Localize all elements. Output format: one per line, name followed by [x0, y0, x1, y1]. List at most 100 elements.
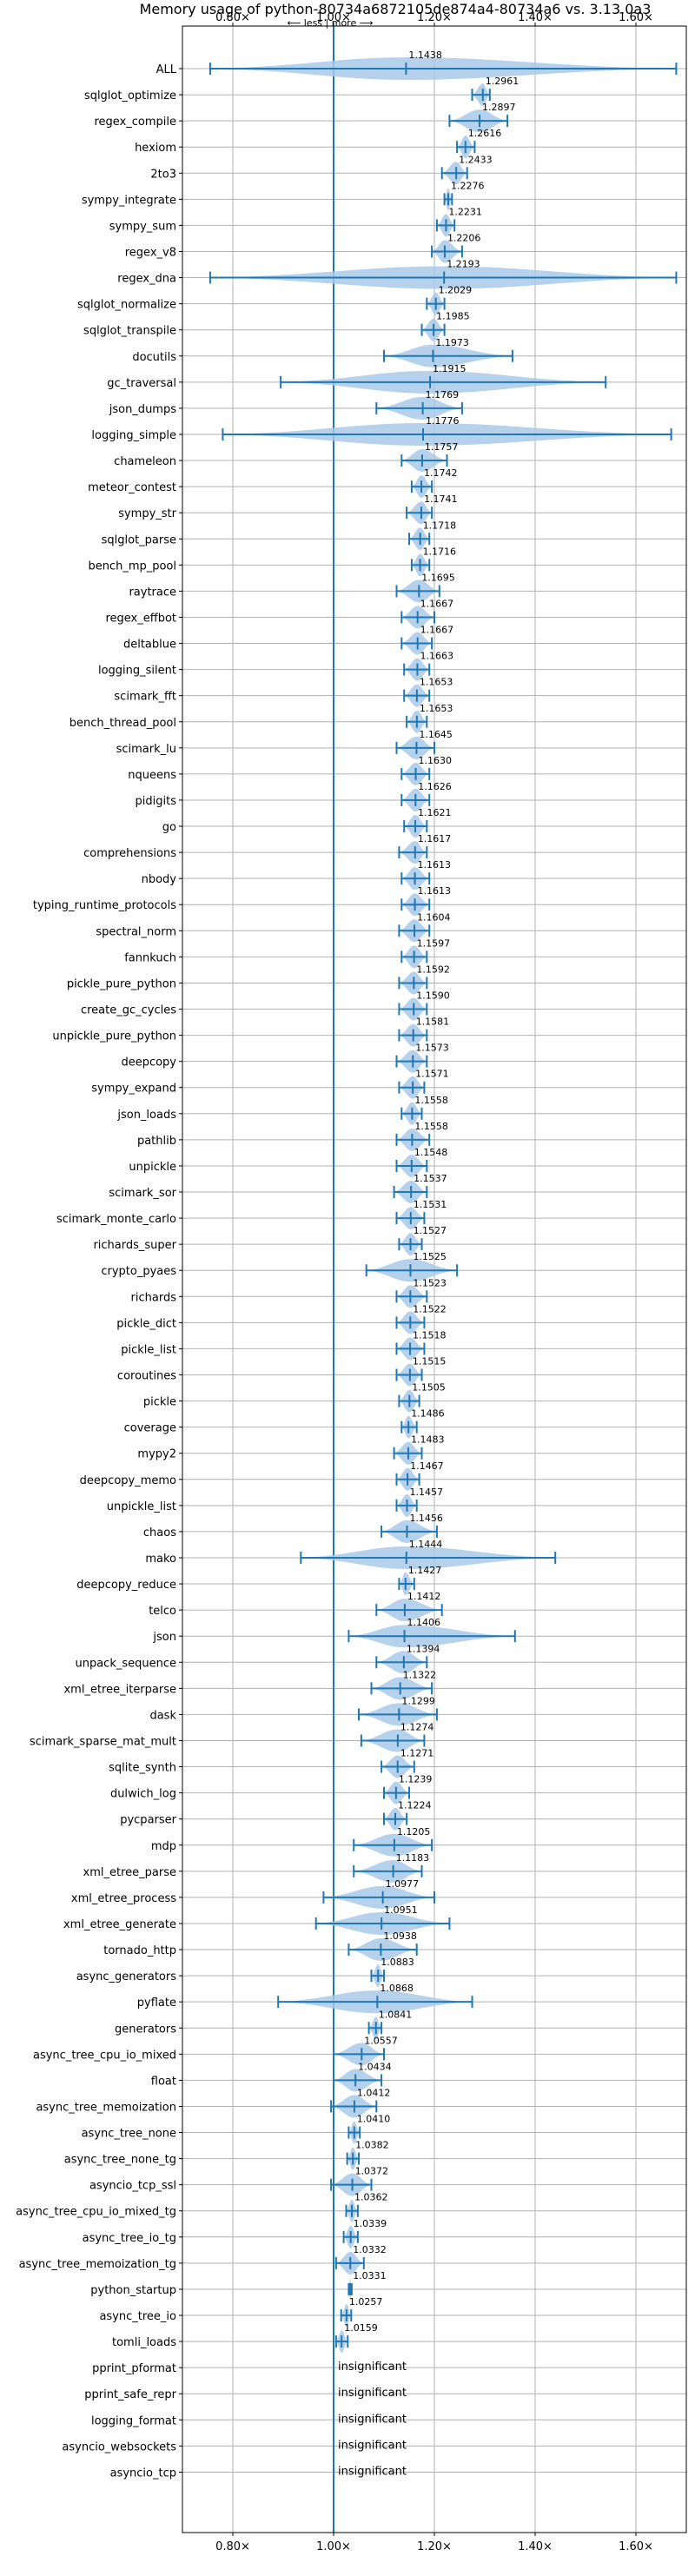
benchmark-name: raytrace: [129, 586, 176, 599]
value-label: 1.1438: [408, 50, 442, 61]
value-label: 1.1523: [413, 1277, 446, 1288]
benchmark-name: unpack_sequence: [75, 1657, 176, 1670]
benchmark-name: scimark_fft: [114, 691, 176, 704]
value-label: 1.0883: [381, 1957, 414, 1968]
value-label: 1.1613: [418, 885, 451, 897]
value-label: 1.1394: [407, 1643, 440, 1654]
benchmark-name: xml_etree_generate: [63, 1918, 176, 1931]
value-label: 1.0410: [357, 2114, 391, 2125]
value-label: 1.1630: [419, 755, 453, 766]
benchmark-name: regex_v8: [125, 246, 176, 259]
value-label: 1.1548: [414, 1147, 448, 1158]
benchmark-name: logging_silent: [98, 665, 176, 678]
benchmark-name: json: [152, 1631, 176, 1644]
benchmark-name: async_tree_io_tg: [83, 2232, 176, 2245]
value-label: 1.1667: [420, 625, 454, 636]
value-label: 1.1457: [410, 1487, 444, 1498]
value-label: 1.1645: [419, 729, 453, 740]
value-label: 1.1239: [399, 1774, 433, 1785]
value-label: 1.1537: [414, 1173, 447, 1184]
value-label: 1.0938: [383, 1930, 417, 1942]
benchmark-name: dask: [149, 1709, 176, 1722]
benchmark-name: nbody: [142, 873, 177, 886]
benchmark-name: meteor_contest: [88, 481, 176, 494]
axis-layer: 0.80× 0.80× 1.00× 1.00× 1.20× 1.20× 1.40× 1.40×…: [179, 11, 653, 2553]
x-tick-label-bottom: 1.20×: [417, 2540, 452, 2553]
value-label: 1.1626: [418, 781, 451, 792]
benchmark-name: nqueens: [128, 769, 176, 782]
benchmark-name: fannkuch: [124, 951, 176, 964]
benchmark-name: async_tree_cpu_io_mixed_tg: [16, 2206, 176, 2219]
value-label: 1.1592: [416, 964, 450, 975]
value-label: 1.2206: [447, 232, 481, 243]
benchmark-name: scimark_lu: [116, 743, 176, 756]
value-label: 1.1525: [413, 1251, 447, 1262]
value-label: 1.1573: [415, 1043, 449, 1054]
benchmark-name: 2to3: [150, 168, 176, 181]
x-tick-label-top: 1.40×: [518, 11, 553, 24]
benchmark-name: sqlglot_transpile: [83, 325, 176, 338]
value-label: 1.0868: [380, 1983, 414, 1994]
benchmark-name: async_tree_none: [82, 2128, 176, 2141]
value-label: 1.1299: [401, 1695, 435, 1706]
benchmark-name: json_dumps: [109, 403, 176, 416]
benchmark-name: comprehensions: [83, 847, 176, 860]
value-label: 1.1322: [403, 1669, 437, 1680]
value-label: 1.1597: [417, 937, 450, 949]
value-label: 1.1427: [408, 1565, 442, 1576]
x-tick-label-bottom: 1.60×: [619, 2540, 653, 2553]
value-label: 1.1456: [409, 1513, 443, 1524]
benchmark-name: logging_format: [91, 2414, 176, 2427]
benchmark-name: pycparser: [120, 1814, 176, 1827]
value-label: 1.0257: [349, 2296, 383, 2308]
value-label: 1.1742: [424, 467, 458, 479]
value-label: 1.2897: [482, 102, 516, 113]
benchmark-name: regex_dna: [117, 273, 176, 286]
benchmark-name: asyncio_websockets: [62, 2440, 176, 2453]
benchmark-name: deepcopy_memo: [80, 1474, 176, 1487]
benchmark-name: pickle_list: [121, 1343, 176, 1356]
benchmark-name: mypy2: [137, 1448, 176, 1461]
benchmark-name: pidigits: [136, 795, 177, 808]
value-label: 1.1505: [412, 1382, 446, 1394]
benchmark-name: chameleon: [114, 455, 176, 468]
benchmark-name: asyncio_tcp: [110, 2467, 176, 2480]
value-label: 1.0412: [357, 2087, 391, 2098]
benchmark-name: regex_effbot: [105, 612, 176, 625]
value-label: 1.1486: [411, 1408, 445, 1420]
value-label: 1.1412: [407, 1591, 441, 1602]
benchmark-name: xml_etree_iterparse: [63, 1683, 176, 1696]
value-label: 1.1716: [423, 546, 457, 557]
benchmark-name: pickle_pure_python: [67, 977, 176, 990]
value-label: 1.1718: [423, 520, 457, 531]
benchmark-name: sympy_str: [118, 507, 176, 520]
value-label: 1.0951: [384, 1904, 418, 1916]
value-label: 1.2433: [459, 154, 493, 165]
benchmark-name: async_tree_io: [99, 2310, 176, 2323]
value-label: 1.2029: [439, 285, 473, 296]
benchmark-name: telco: [149, 1605, 176, 1618]
value-label: 1.1406: [407, 1617, 441, 1628]
benchmark-name: dulwich_log: [110, 1788, 176, 1801]
value-label: 1.1653: [420, 703, 453, 714]
benchmark-name: bench_mp_pool: [88, 560, 176, 573]
benchmark-name: tomli_loads: [112, 2336, 176, 2349]
value-label: 1.1590: [416, 990, 449, 1002]
value-label: 1.1444: [409, 1539, 443, 1550]
benchmark-name: deltablue: [123, 639, 176, 652]
value-label: 1.0977: [386, 1878, 420, 1890]
benchmark-name: pathlib: [137, 1135, 176, 1148]
x-tick-label-top: 1.20×: [417, 11, 452, 24]
benchmark-name: xml_etree_parse: [83, 1866, 176, 1879]
value-label: 1.1518: [413, 1329, 447, 1341]
benchmark-name: deepcopy: [121, 1056, 176, 1069]
benchmark-name: unpickle_list: [107, 1500, 176, 1513]
benchmark-name: gc_traversal: [107, 377, 176, 390]
benchmark-name: sympy_integrate: [82, 194, 176, 207]
value-label: 1.1973: [435, 337, 468, 348]
benchmark-name: create_gc_cycles: [81, 1004, 176, 1017]
benchmark-name: async_tree_cpu_io_mixed: [33, 2049, 176, 2062]
x-tick-label-top: 1.00×: [316, 11, 351, 24]
value-label: 1.1467: [410, 1460, 444, 1472]
value-label: 1.1663: [420, 651, 453, 662]
